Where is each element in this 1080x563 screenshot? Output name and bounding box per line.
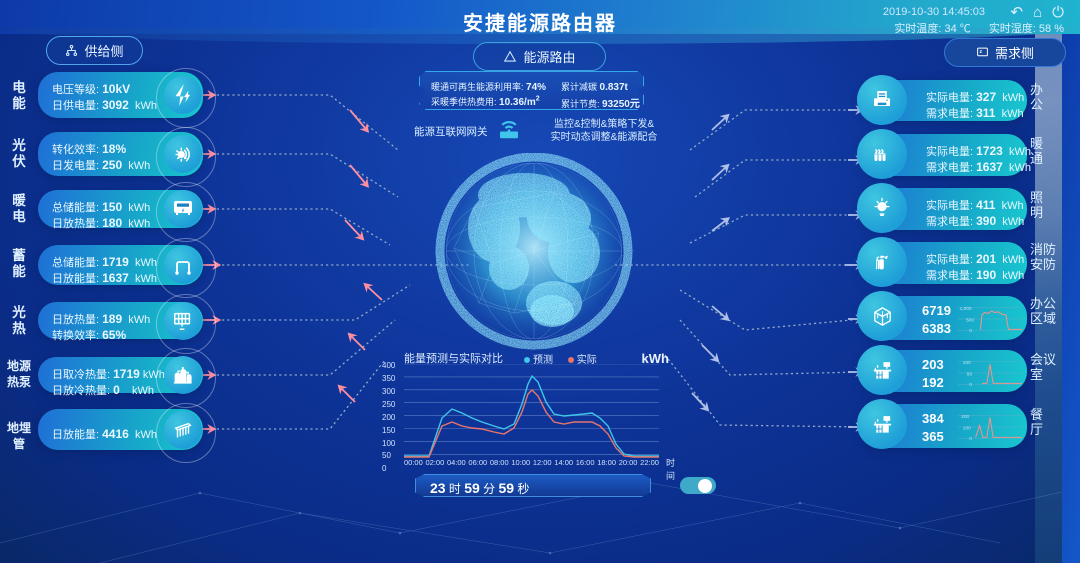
svg-text:0: 0 — [969, 436, 972, 442]
svg-text:50: 50 — [967, 371, 973, 377]
svg-text:100: 100 — [963, 425, 971, 431]
svg-text:1,000: 1,000 — [960, 306, 972, 312]
svg-text:500: 500 — [966, 317, 974, 323]
svg-text:200: 200 — [961, 414, 969, 420]
svg-text:100: 100 — [963, 360, 971, 366]
svg-text:0: 0 — [969, 328, 972, 334]
svg-text:0: 0 — [969, 382, 972, 388]
